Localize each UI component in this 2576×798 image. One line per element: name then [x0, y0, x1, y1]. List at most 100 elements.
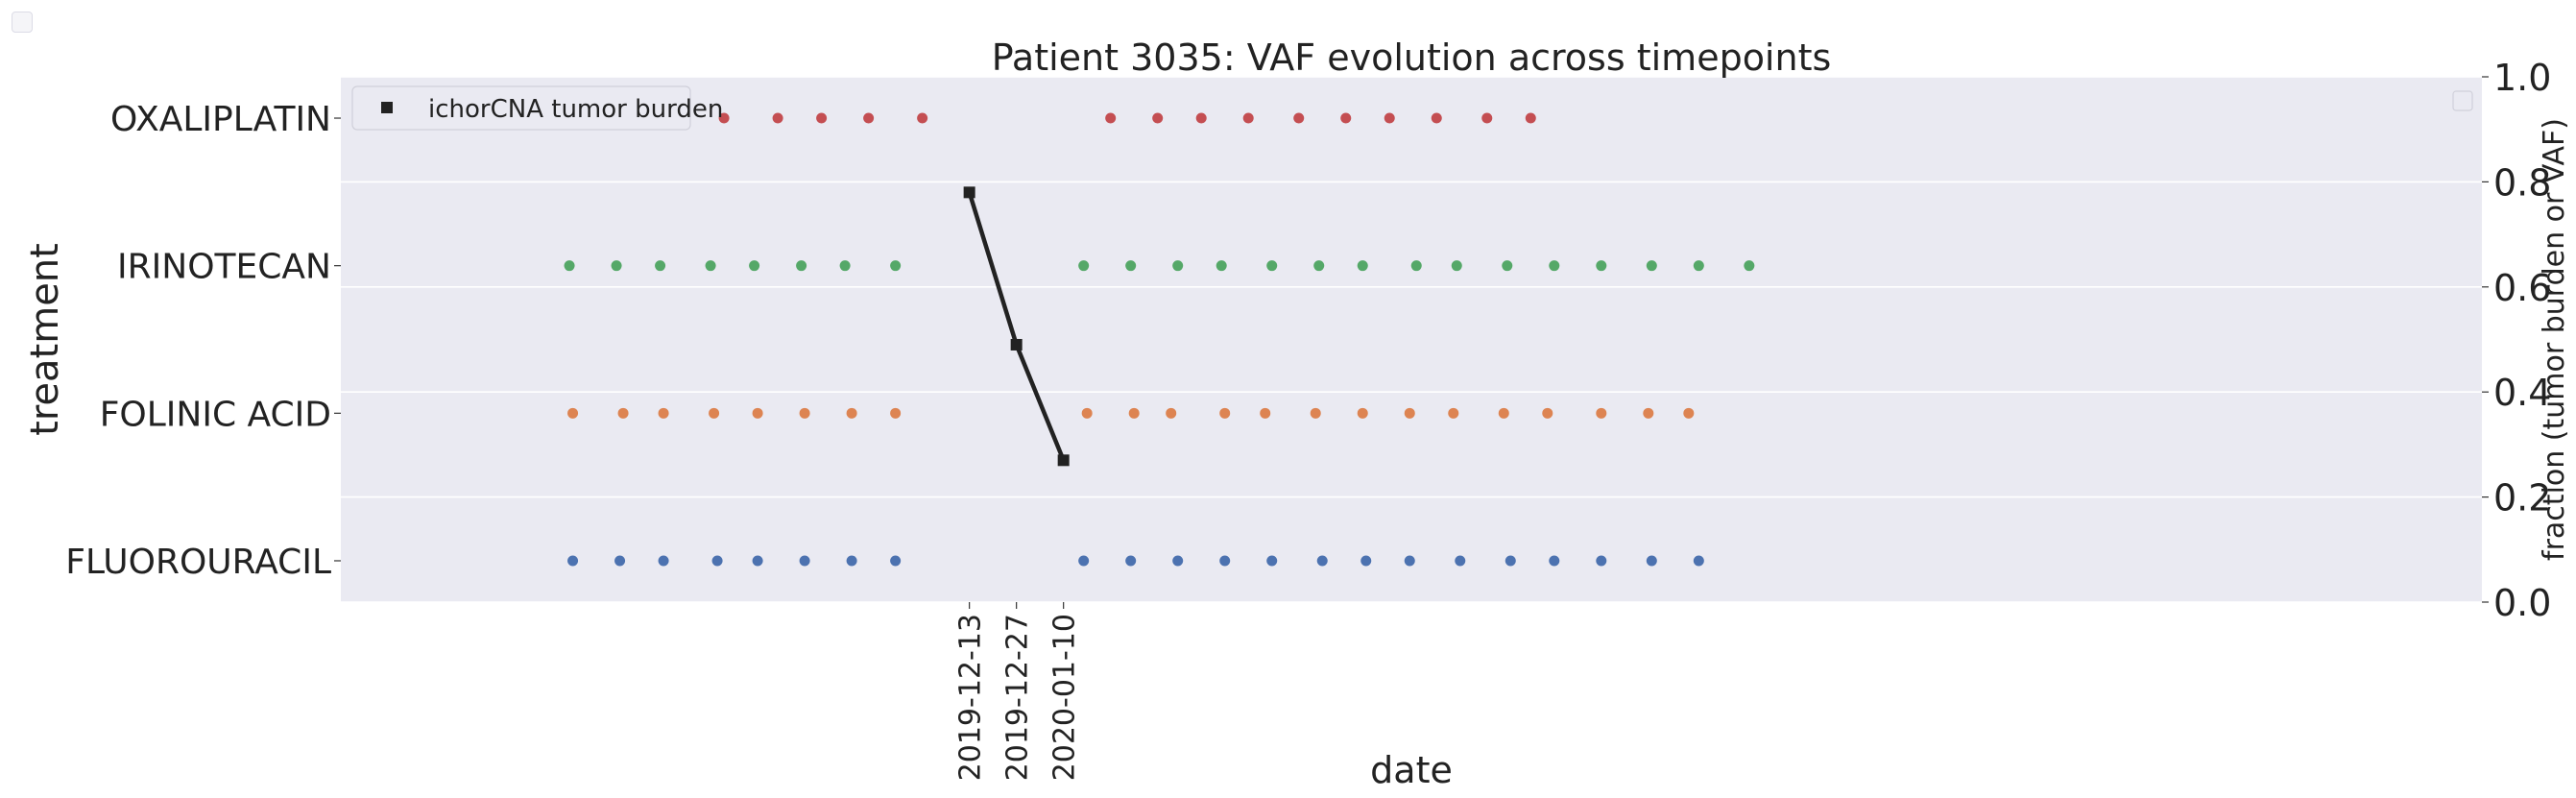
dose-point	[839, 260, 851, 272]
dose-point	[1596, 555, 1607, 567]
left-tick-label: OXALIPLATIN	[110, 100, 331, 139]
dose-point	[799, 555, 810, 567]
series-oxaliplatin	[664, 112, 1536, 124]
dose-point	[1498, 407, 1509, 419]
dose-point	[846, 407, 857, 419]
dose-point	[1128, 407, 1140, 419]
x-tick-label: 2019-12-13	[954, 614, 988, 781]
dose-point	[1451, 260, 1462, 272]
dose-point	[709, 407, 720, 419]
right-axis-label: fraction (tumor burden or VAF)	[2538, 118, 2571, 561]
x-tick-label: 2020-01-10	[1048, 614, 1082, 781]
dose-point	[658, 555, 669, 567]
dose-point	[1744, 260, 1755, 272]
dose-point	[614, 555, 626, 567]
dose-point	[1404, 555, 1415, 567]
dose-point	[917, 112, 928, 124]
dose-point	[1340, 112, 1352, 124]
dose-point	[1316, 555, 1328, 567]
plot-area	[341, 77, 2482, 602]
left-tick-label: IRINOTECAN	[117, 248, 331, 287]
dose-point	[1357, 260, 1368, 272]
left-axis-label: treatment	[23, 243, 67, 436]
dose-point	[752, 555, 763, 567]
tumor-burden-point	[1057, 454, 1070, 467]
dose-point	[1152, 112, 1164, 124]
legend-label: ichorCNA tumor burden	[428, 95, 723, 124]
dose-point	[564, 260, 575, 272]
dose-point	[796, 260, 807, 272]
dose-point	[705, 260, 716, 272]
dose-point	[1481, 112, 1493, 124]
right-tick-label: 0.4	[2493, 372, 2551, 414]
legend: ichorCNA tumor burden	[351, 85, 723, 131]
tumor-burden-point	[963, 186, 975, 199]
dose-point	[1643, 407, 1654, 419]
series-folinic-acid	[567, 407, 1695, 419]
dose-point	[1105, 112, 1117, 124]
dose-point	[1549, 260, 1560, 272]
right-tick-label: 0.0	[2493, 582, 2551, 624]
dose-point	[655, 260, 666, 272]
left-tick-label: FLUOROURACIL	[65, 543, 331, 582]
dose-point	[1404, 407, 1415, 419]
dose-point	[749, 260, 760, 272]
dose-point	[1596, 407, 1607, 419]
series-fluorouracil	[567, 555, 1704, 567]
tumor-burden-point	[1010, 338, 1023, 351]
right-tick-label: 0.6	[2493, 267, 2551, 309]
legend-marker	[381, 102, 393, 113]
dose-point	[772, 112, 783, 124]
dose-point	[1242, 112, 1254, 124]
dose-point	[890, 260, 902, 272]
dose-point	[718, 112, 730, 124]
dose-point	[617, 407, 629, 419]
dose-point	[658, 407, 669, 419]
dose-point	[1293, 112, 1305, 124]
dose-point	[1384, 112, 1395, 124]
dose-point	[1125, 555, 1137, 567]
dose-point	[1219, 555, 1231, 567]
dose-point	[890, 555, 902, 567]
legend-frame	[351, 85, 691, 131]
dose-point	[611, 260, 622, 272]
dose-point	[846, 555, 857, 567]
dose-point	[1596, 260, 1607, 272]
dose-point	[752, 407, 763, 419]
dose-point	[1431, 112, 1442, 124]
dose-point	[1195, 112, 1207, 124]
dose-point	[1266, 260, 1278, 272]
dose-point	[567, 555, 579, 567]
dose-point	[1078, 555, 1090, 567]
chart-title: Patient 3035: VAF evolution across timep…	[992, 36, 1832, 79]
dose-point	[1693, 555, 1704, 567]
dose-point	[1693, 260, 1704, 272]
right-tick-label: 0.8	[2493, 161, 2551, 204]
dose-point	[1078, 260, 1090, 272]
corner-checkbox[interactable]	[12, 12, 33, 33]
left-tick-label: FOLINIC ACID	[100, 395, 331, 434]
dose-point	[1683, 407, 1695, 419]
dose-point	[1166, 407, 1177, 419]
dose-point	[1219, 407, 1231, 419]
dose-point	[1266, 555, 1278, 567]
dose-point	[1549, 555, 1560, 567]
dose-point	[890, 407, 902, 419]
dose-point	[1310, 407, 1321, 419]
dose-point	[1216, 260, 1227, 272]
dose-point	[1646, 260, 1657, 272]
dose-point	[1260, 407, 1271, 419]
dose-point	[1646, 555, 1657, 567]
dose-point	[1313, 260, 1325, 272]
x-axis-label: date	[1370, 749, 1453, 791]
dose-point	[1172, 260, 1184, 272]
dose-point	[1542, 407, 1553, 419]
right-tick-label: 0.2	[2493, 477, 2551, 520]
dose-point	[711, 555, 723, 567]
x-tick-label: 2019-12-27	[1001, 614, 1035, 781]
dose-point	[863, 112, 875, 124]
dose-point	[1081, 407, 1093, 419]
dose-point	[799, 407, 810, 419]
right-tick-label: 1.0	[2493, 57, 2551, 99]
